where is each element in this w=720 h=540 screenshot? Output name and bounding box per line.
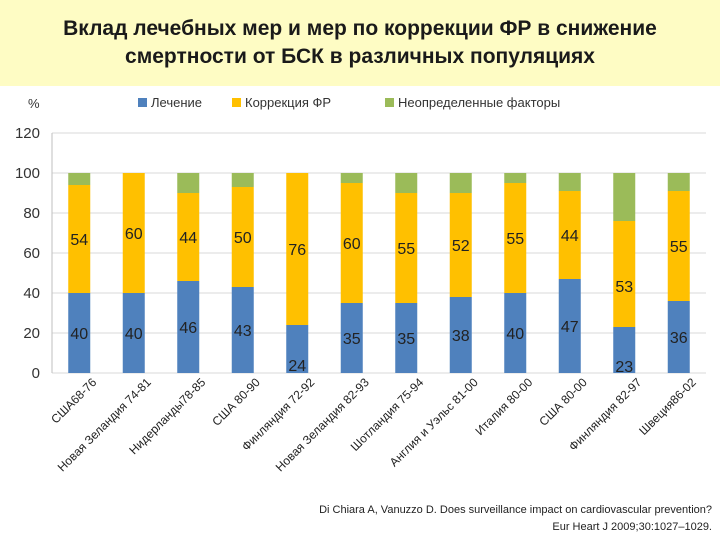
bar-segment (68, 293, 91, 373)
bar-segment (667, 191, 690, 301)
x-tick-label: Англия и Уэльс 81-00 (387, 375, 481, 469)
data-label-risk-factor: 44 (179, 230, 197, 247)
bar-segment (340, 303, 363, 373)
bar-segment (449, 173, 472, 193)
data-label-treatment: 35 (397, 331, 415, 348)
data-label-treatment: 35 (343, 331, 361, 348)
legend-label: Лечение (151, 95, 202, 110)
chart-title-line-1: Вклад лечебных мер и мер по коррекции ФР… (63, 17, 657, 40)
x-tick-label: Новая Зеландия 74-81 (55, 375, 154, 474)
bar-segment (613, 221, 636, 327)
data-label-treatment: 40 (125, 326, 143, 343)
y-tick-label: 100 (15, 165, 40, 182)
y-tick-label: 20 (23, 325, 40, 342)
bar-segment (558, 173, 581, 191)
y-tick-label: 40 (23, 285, 40, 302)
data-label-risk-factor: 50 (234, 230, 252, 247)
bar-segment (504, 173, 527, 183)
bar-segment (613, 173, 636, 221)
data-label-risk-factor: 55 (670, 239, 688, 256)
y-tick-label: 60 (23, 245, 40, 262)
bar-segment (177, 173, 200, 193)
y-tick-label: 80 (23, 205, 40, 222)
data-label-risk-factor: 52 (452, 238, 470, 255)
data-label-risk-factor: 76 (288, 242, 306, 259)
stacked-bar-chart: % 0 20 40 60 80 100 120 Лечение Коррекция ФР Неопр… (15, 95, 706, 474)
bar-segment (395, 173, 418, 193)
citation-line-1: Di Chiara A, Vanuzzo D. Does surveillanc… (319, 504, 712, 516)
bar-segment (231, 287, 254, 373)
data-label-risk-factor: 55 (397, 241, 415, 258)
bar-segment (340, 173, 363, 183)
bar-segment (504, 183, 527, 293)
bar-segment (667, 301, 690, 373)
bar-segment (340, 183, 363, 303)
citation: Di Chiara A, Vanuzzo D. Does surveillanc… (319, 502, 712, 536)
data-label-risk-factor: 55 (506, 231, 524, 248)
legend-swatch (385, 98, 394, 107)
bar-segment (68, 185, 91, 293)
data-label-risk-factor: 54 (70, 232, 88, 249)
data-label-risk-factor: 60 (125, 226, 143, 243)
legend-label: Неопределенные факторы (398, 95, 560, 110)
legend-swatch (232, 98, 241, 107)
bar-segment (558, 191, 581, 279)
x-tick-label: Швеция86-02 (636, 375, 699, 438)
x-tick-label: США 80-00 (536, 375, 590, 429)
bar-segment (68, 173, 91, 185)
bar-segment (177, 193, 200, 281)
bar-segment (177, 281, 200, 373)
y-tick-label: 0 (32, 365, 40, 382)
bar-segment (122, 173, 145, 293)
bar-segment (558, 279, 581, 373)
x-tick-label: США68-76 (48, 375, 99, 426)
x-tick-label: Италия 80-00 (473, 375, 536, 438)
data-label-risk-factor: 60 (343, 236, 361, 253)
bar-segment (449, 297, 472, 373)
y-tick-label: 120 (15, 125, 40, 142)
y-axis-label: % (28, 96, 40, 111)
bar-segment (231, 187, 254, 287)
chart-area: % 0 20 40 60 80 100 120 Лечение Коррекция ФР Неопр… (0, 86, 720, 506)
title-band: Вклад лечебных мер и мер по коррекции ФР… (0, 0, 720, 86)
data-label-treatment: 40 (70, 326, 88, 343)
data-label-risk-factor: 53 (615, 279, 633, 296)
bar-segment (667, 173, 690, 191)
bar-segment (504, 293, 527, 373)
chart-title-line-2: смертности от БСК в различных популяциях (125, 45, 595, 68)
x-tick-label: Новая Зеландия 82-93 (273, 375, 372, 474)
data-label-treatment: 43 (234, 323, 252, 340)
bar-segment (613, 327, 636, 373)
bar-segment (286, 173, 309, 325)
bar-segment (231, 173, 254, 187)
citation-line-2: Eur Heart J 2009;30:1027–1029. (552, 521, 712, 533)
data-label-treatment: 23 (615, 359, 633, 376)
data-label-treatment: 36 (670, 330, 688, 347)
bar-segment (449, 193, 472, 297)
data-label-treatment: 38 (452, 328, 470, 345)
data-label-treatment: 40 (506, 326, 524, 343)
legend-label: Коррекция ФР (245, 95, 331, 110)
bar-segment (286, 325, 309, 373)
legend-swatch (138, 98, 147, 107)
bar-segment (395, 193, 418, 303)
data-label-treatment: 24 (288, 358, 306, 375)
data-label-treatment: 47 (561, 319, 579, 336)
bar-segment (122, 293, 145, 373)
bar-segment (395, 303, 418, 373)
data-label-risk-factor: 44 (561, 228, 579, 245)
x-tick-label: США 80-90 (209, 375, 263, 429)
data-label-treatment: 46 (179, 320, 197, 337)
